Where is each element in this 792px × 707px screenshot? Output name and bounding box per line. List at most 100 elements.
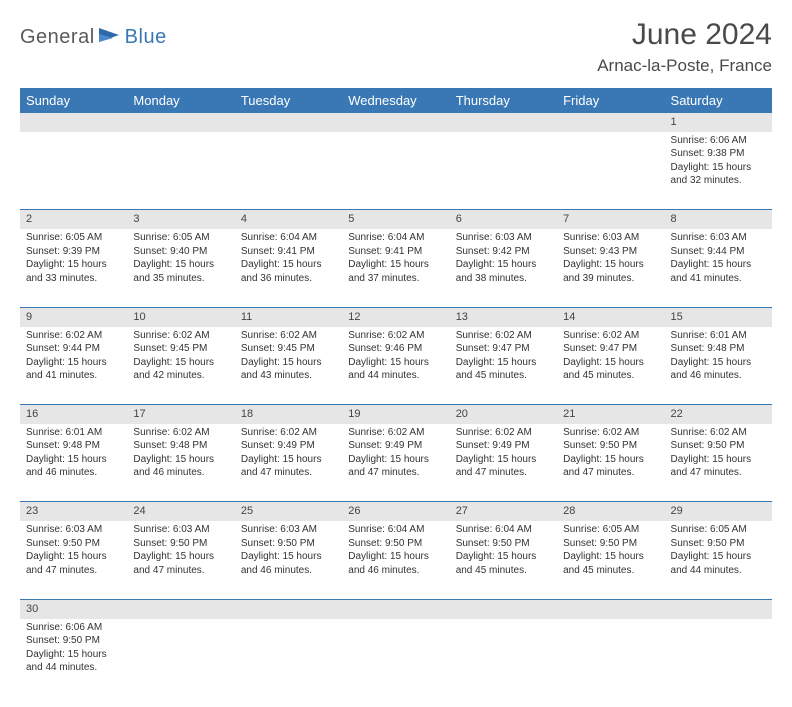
weekday-header: Tuesday bbox=[235, 88, 342, 113]
daylight-line: Daylight: 15 hours bbox=[348, 550, 443, 564]
day-body: Sunrise: 6:02 AMSunset: 9:45 PMDaylight:… bbox=[235, 327, 342, 387]
weekday-header: Sunday bbox=[20, 88, 127, 113]
daylight-line: and 46 minutes. bbox=[348, 564, 443, 578]
daynum-cell bbox=[342, 599, 449, 618]
day-cell: Sunrise: 6:02 AMSunset: 9:50 PMDaylight:… bbox=[557, 424, 664, 502]
day-body: Sunrise: 6:02 AMSunset: 9:47 PMDaylight:… bbox=[450, 327, 557, 387]
daynum-cell: 2 bbox=[20, 210, 127, 229]
daylight-line: and 41 minutes. bbox=[26, 369, 121, 383]
daynum-row: 9101112131415 bbox=[20, 307, 772, 326]
daynum-cell bbox=[450, 599, 557, 618]
sunset-line: Sunset: 9:38 PM bbox=[671, 147, 766, 161]
daylight-line: Daylight: 15 hours bbox=[456, 550, 551, 564]
daynum-cell: 14 bbox=[557, 307, 664, 326]
sunset-line: Sunset: 9:48 PM bbox=[133, 439, 228, 453]
daylight-line: Daylight: 15 hours bbox=[133, 356, 228, 370]
daynum-cell: 16 bbox=[20, 405, 127, 424]
week-row: Sunrise: 6:03 AMSunset: 9:50 PMDaylight:… bbox=[20, 521, 772, 599]
week-row: Sunrise: 6:01 AMSunset: 9:48 PMDaylight:… bbox=[20, 424, 772, 502]
daylight-line: Daylight: 15 hours bbox=[671, 453, 766, 467]
sunrise-line: Sunrise: 6:05 AM bbox=[133, 231, 228, 245]
daylight-line: Daylight: 15 hours bbox=[348, 453, 443, 467]
daynum-cell bbox=[127, 599, 234, 618]
daylight-line: Daylight: 15 hours bbox=[133, 453, 228, 467]
sunset-line: Sunset: 9:50 PM bbox=[671, 537, 766, 551]
day-body: Sunrise: 6:04 AMSunset: 9:50 PMDaylight:… bbox=[342, 521, 449, 581]
page: General Blue June 2024 Arnac-la-Poste, F… bbox=[0, 0, 792, 707]
day-cell: Sunrise: 6:02 AMSunset: 9:49 PMDaylight:… bbox=[450, 424, 557, 502]
daynum-cell: 13 bbox=[450, 307, 557, 326]
sunset-line: Sunset: 9:42 PM bbox=[456, 245, 551, 259]
daylight-line: and 47 minutes. bbox=[348, 466, 443, 480]
sunrise-line: Sunrise: 6:06 AM bbox=[671, 134, 766, 148]
day-body: Sunrise: 6:03 AMSunset: 9:50 PMDaylight:… bbox=[127, 521, 234, 581]
daylight-line: and 44 minutes. bbox=[348, 369, 443, 383]
daylight-line: and 45 minutes. bbox=[456, 564, 551, 578]
sunset-line: Sunset: 9:50 PM bbox=[456, 537, 551, 551]
day-cell bbox=[20, 132, 127, 210]
daylight-line: and 45 minutes. bbox=[563, 564, 658, 578]
sunrise-line: Sunrise: 6:02 AM bbox=[348, 329, 443, 343]
daylight-line: Daylight: 15 hours bbox=[348, 356, 443, 370]
day-body: Sunrise: 6:02 AMSunset: 9:48 PMDaylight:… bbox=[127, 424, 234, 484]
daynum-cell: 7 bbox=[557, 210, 664, 229]
day-body: Sunrise: 6:06 AMSunset: 9:38 PMDaylight:… bbox=[665, 132, 772, 192]
day-cell: Sunrise: 6:02 AMSunset: 9:47 PMDaylight:… bbox=[557, 327, 664, 405]
day-body: Sunrise: 6:01 AMSunset: 9:48 PMDaylight:… bbox=[665, 327, 772, 387]
day-cell bbox=[235, 619, 342, 697]
daylight-line: Daylight: 15 hours bbox=[563, 453, 658, 467]
sunset-line: Sunset: 9:47 PM bbox=[456, 342, 551, 356]
daylight-line: Daylight: 15 hours bbox=[671, 258, 766, 272]
day-cell bbox=[557, 619, 664, 697]
daynum-cell bbox=[235, 113, 342, 132]
title-block: June 2024 Arnac-la-Poste, France bbox=[597, 18, 772, 76]
daylight-line: Daylight: 15 hours bbox=[563, 258, 658, 272]
sunset-line: Sunset: 9:45 PM bbox=[133, 342, 228, 356]
day-body: Sunrise: 6:02 AMSunset: 9:45 PMDaylight:… bbox=[127, 327, 234, 387]
daynum-cell: 15 bbox=[665, 307, 772, 326]
daylight-line: Daylight: 15 hours bbox=[26, 648, 121, 662]
week-row: Sunrise: 6:06 AMSunset: 9:50 PMDaylight:… bbox=[20, 619, 772, 697]
day-cell bbox=[235, 132, 342, 210]
daylight-line: Daylight: 15 hours bbox=[671, 550, 766, 564]
daynum-cell: 23 bbox=[20, 502, 127, 521]
daylight-line: and 47 minutes. bbox=[133, 564, 228, 578]
sunset-line: Sunset: 9:49 PM bbox=[348, 439, 443, 453]
sunset-line: Sunset: 9:40 PM bbox=[133, 245, 228, 259]
daynum-row: 30 bbox=[20, 599, 772, 618]
sunrise-line: Sunrise: 6:04 AM bbox=[348, 523, 443, 537]
sunset-line: Sunset: 9:43 PM bbox=[563, 245, 658, 259]
sunrise-line: Sunrise: 6:04 AM bbox=[456, 523, 551, 537]
day-cell: Sunrise: 6:04 AMSunset: 9:41 PMDaylight:… bbox=[342, 229, 449, 307]
day-body: Sunrise: 6:04 AMSunset: 9:50 PMDaylight:… bbox=[450, 521, 557, 581]
daynum-row: 1 bbox=[20, 113, 772, 132]
daynum-cell: 11 bbox=[235, 307, 342, 326]
daylight-line: Daylight: 15 hours bbox=[456, 356, 551, 370]
day-cell: Sunrise: 6:01 AMSunset: 9:48 PMDaylight:… bbox=[665, 327, 772, 405]
daylight-line: Daylight: 15 hours bbox=[348, 258, 443, 272]
logo-text-general: General bbox=[20, 26, 95, 49]
day-cell bbox=[450, 619, 557, 697]
sunrise-line: Sunrise: 6:03 AM bbox=[26, 523, 121, 537]
day-body: Sunrise: 6:05 AMSunset: 9:39 PMDaylight:… bbox=[20, 229, 127, 289]
daylight-line: and 45 minutes. bbox=[563, 369, 658, 383]
day-cell: Sunrise: 6:02 AMSunset: 9:49 PMDaylight:… bbox=[235, 424, 342, 502]
day-cell: Sunrise: 6:04 AMSunset: 9:41 PMDaylight:… bbox=[235, 229, 342, 307]
daylight-line: and 37 minutes. bbox=[348, 272, 443, 286]
day-cell: Sunrise: 6:02 AMSunset: 9:50 PMDaylight:… bbox=[665, 424, 772, 502]
sunrise-line: Sunrise: 6:02 AM bbox=[563, 426, 658, 440]
day-body: Sunrise: 6:02 AMSunset: 9:49 PMDaylight:… bbox=[450, 424, 557, 484]
daylight-line: Daylight: 15 hours bbox=[241, 258, 336, 272]
day-cell: Sunrise: 6:02 AMSunset: 9:47 PMDaylight:… bbox=[450, 327, 557, 405]
day-cell bbox=[342, 619, 449, 697]
daylight-line: and 38 minutes. bbox=[456, 272, 551, 286]
daylight-line: and 42 minutes. bbox=[133, 369, 228, 383]
header: General Blue June 2024 Arnac-la-Poste, F… bbox=[20, 18, 772, 76]
daynum-cell: 22 bbox=[665, 405, 772, 424]
location: Arnac-la-Poste, France bbox=[597, 56, 772, 76]
daynum-cell: 24 bbox=[127, 502, 234, 521]
daylight-line: Daylight: 15 hours bbox=[133, 258, 228, 272]
daylight-line: and 47 minutes. bbox=[563, 466, 658, 480]
daynum-cell: 28 bbox=[557, 502, 664, 521]
sunrise-line: Sunrise: 6:06 AM bbox=[26, 621, 121, 635]
